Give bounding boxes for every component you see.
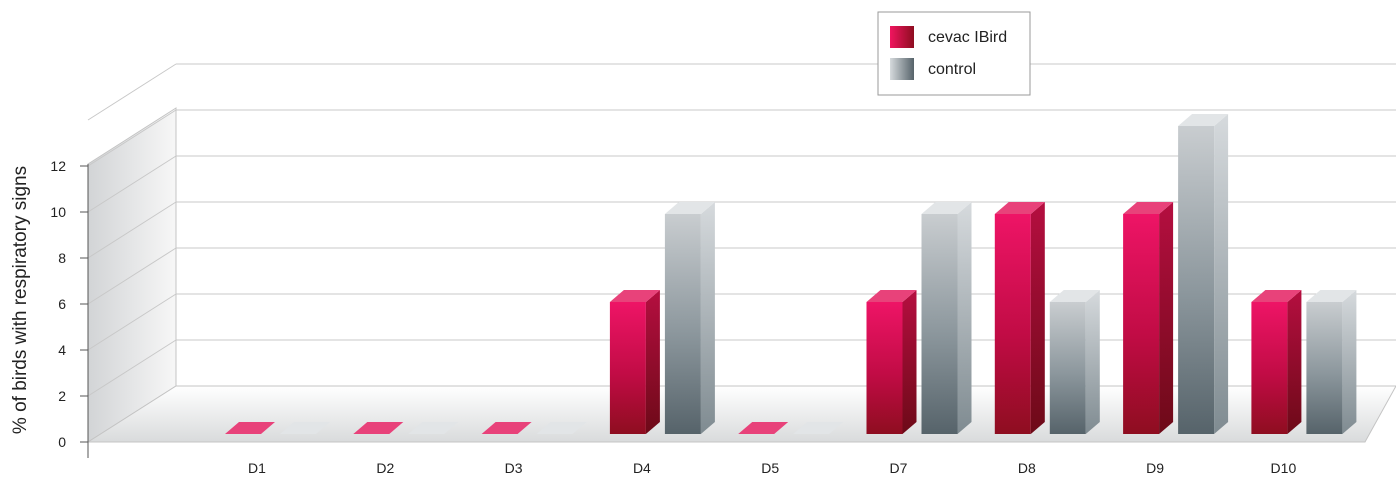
bar-cevac-D4: [609, 290, 660, 434]
bar-control-D8-top: [1049, 290, 1100, 302]
gridline-side: [87, 201, 177, 259]
bar-cevac-D7: [866, 290, 917, 434]
bar-control-D10-side: [1342, 290, 1357, 434]
bar-control-D1: [280, 422, 330, 434]
x-tick-label: D7: [890, 460, 908, 476]
bar-control-D9-top: [1178, 114, 1229, 126]
y-tick-label: 6: [58, 296, 66, 312]
bar-cevac-D3-top: [481, 422, 532, 434]
bar-control-D8-front: [1049, 302, 1086, 434]
bar-cevac-D9-front: [1123, 214, 1160, 434]
gridline-side: [87, 339, 177, 397]
bar-cevac-D8-front: [994, 214, 1031, 434]
bar-control-D7-top: [921, 202, 972, 214]
gridline-side: [87, 109, 177, 167]
y-tick-labels: 0 2 4 6 8 10 12: [50, 158, 88, 450]
bar-control-D9-front: [1178, 126, 1215, 434]
bar-cevac-D1: [225, 422, 275, 434]
bar-control-D7-side: [957, 202, 972, 434]
gridline-side: [87, 247, 177, 305]
bar-control-D7: [921, 202, 972, 434]
bar-cevac-D8-top: [994, 202, 1045, 214]
y-tick-label: 0: [58, 434, 66, 450]
x-tick-label: D10: [1271, 460, 1297, 476]
bar-cevac-D7-front: [866, 302, 903, 434]
bar-control-D9-side: [1214, 114, 1229, 434]
bar-cevac-D10-front: [1251, 302, 1288, 434]
x-tick-label: D8: [1018, 460, 1036, 476]
y-axis-label: % of birds with respiratory signs: [10, 166, 31, 434]
bar-control-D2: [408, 422, 459, 434]
x-tick-label: D4: [633, 460, 651, 476]
bar-control-D7-front: [921, 214, 958, 434]
x-tick-label: D1: [248, 460, 266, 476]
bar-control-D4-side: [700, 202, 715, 434]
bar-control-D4: [664, 202, 715, 434]
bar-cevac-D7-top: [866, 290, 917, 302]
bar-cevac-D7-side: [902, 290, 917, 434]
bar-cevac-D2-top: [353, 422, 404, 434]
bar-cevac-D8-side: [1030, 202, 1045, 434]
gridline-side: [87, 63, 177, 121]
bar-cevac-D1-top: [225, 422, 275, 434]
y-tick-label: 8: [58, 250, 66, 266]
bar-cevac-D5: [738, 422, 789, 434]
legend-label-control: control: [928, 61, 976, 78]
legend-label-cevac: cevac IBird: [928, 29, 1007, 46]
bar-cevac-D10-top: [1251, 290, 1302, 302]
bar-control-D8: [1049, 290, 1100, 434]
bar-control-D5: [793, 422, 844, 434]
bar-control-D1-top: [280, 422, 330, 434]
bar-control-D3: [536, 422, 587, 434]
bar-cevac-D9: [1123, 202, 1174, 434]
bar-control-D4-top: [664, 202, 715, 214]
bar-cevac-D5-top: [738, 422, 789, 434]
y-tick-label: 12: [50, 158, 66, 174]
y-tick-label: 10: [50, 204, 66, 220]
legend-swatch-control: [890, 58, 914, 80]
bar-cevac-D10-side: [1287, 290, 1302, 434]
legend: cevac IBird control: [877, 11, 1031, 96]
bar-control-D3-top: [536, 422, 587, 434]
bar-control-D4-front: [664, 214, 701, 434]
bar-cevac-D10: [1251, 290, 1302, 434]
x-tick-label: D2: [376, 460, 394, 476]
bar-control-D2-top: [408, 422, 459, 434]
y-tick-label: 2: [58, 388, 66, 404]
bar-control-D9: [1178, 114, 1229, 434]
bar-control-D8-side: [1085, 290, 1100, 434]
x-tick-label: D3: [505, 460, 523, 476]
x-tick-label: D5: [761, 460, 779, 476]
bar-control-D5-top: [793, 422, 844, 434]
bar-cevac-D4-front: [609, 302, 646, 434]
bar-cevac-D4-side: [645, 290, 660, 434]
x-tick-label: D9: [1146, 460, 1164, 476]
gridline-side: [87, 293, 177, 351]
bars: [225, 114, 1357, 434]
bar-cevac-D9-side: [1159, 202, 1174, 434]
legend-box: [877, 11, 1031, 96]
bar-control-D10: [1306, 290, 1357, 434]
y-tick-label: 4: [58, 342, 66, 358]
legend-swatch-cevac: [890, 26, 914, 48]
bar-cevac-D4-top: [609, 290, 660, 302]
bar-control-D10-front: [1306, 302, 1343, 434]
x-tick-labels: D1 D2 D3 D4 D5 D7 D8 D9 D10: [248, 460, 1296, 476]
bar-cevac-D3: [481, 422, 532, 434]
gridline-side: [87, 155, 177, 213]
bar-cevac-D8: [994, 202, 1045, 434]
bar-cevac-D9-top: [1123, 202, 1174, 214]
bar-control-D10-top: [1306, 290, 1357, 302]
bar-cevac-D2: [353, 422, 404, 434]
